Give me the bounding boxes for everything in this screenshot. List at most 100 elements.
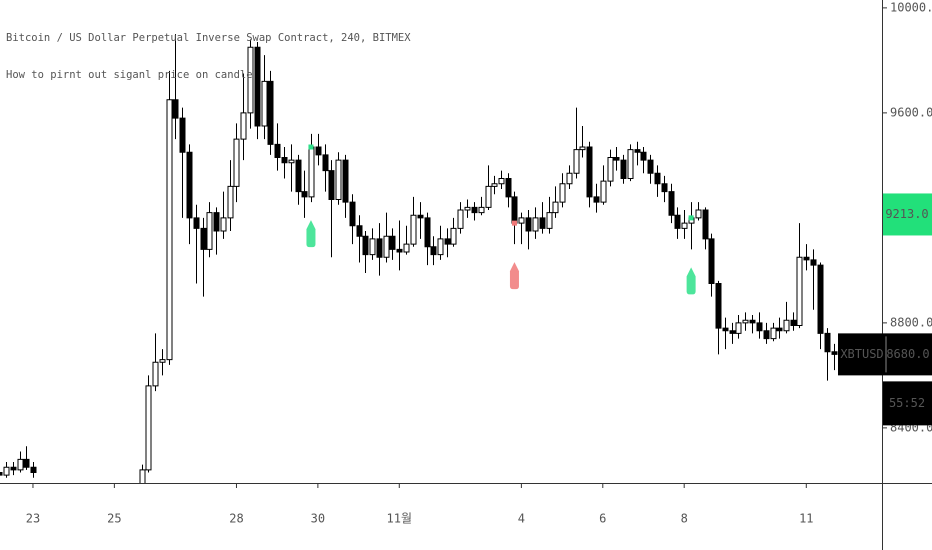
- candle-body: [30, 466, 37, 473]
- candle-body: [803, 256, 810, 261]
- candle-body: [342, 159, 349, 203]
- candle-body: [539, 217, 546, 229]
- candle-body: [518, 217, 525, 224]
- candle-body: [308, 146, 315, 198]
- candle-body: [783, 319, 790, 332]
- candle-body: [654, 172, 661, 185]
- candle-body: [735, 322, 742, 334]
- candle-body: [485, 185, 492, 208]
- x-tick-label: 11월: [387, 512, 413, 526]
- candle-body: [450, 227, 457, 245]
- candle-body: [0, 472, 3, 476]
- candle-body: [532, 217, 539, 232]
- signal-price-dot: [308, 144, 314, 150]
- last-price-label: 8680.0: [886, 347, 929, 361]
- candle-body: [389, 235, 396, 250]
- candle-body: [295, 159, 302, 193]
- candle-body: [281, 157, 288, 164]
- x-tick-label: 11: [799, 512, 813, 526]
- candle-body: [186, 151, 193, 219]
- candle-body: [159, 359, 166, 363]
- candle-body: [776, 327, 783, 332]
- candle-body: [213, 212, 220, 232]
- candle-body: [796, 256, 803, 326]
- candle-body: [831, 351, 838, 355]
- candle-body: [145, 385, 152, 471]
- candle-body: [233, 138, 240, 187]
- candle-body: [722, 327, 729, 332]
- candle-body: [227, 185, 234, 219]
- candle-body: [430, 246, 437, 256]
- chart-subtitle: How to pirnt out siganl price on candle: [6, 69, 253, 81]
- candle-body: [763, 330, 770, 340]
- candle-body: [322, 154, 329, 172]
- candle-body: [511, 196, 518, 224]
- candle-body: [274, 143, 281, 158]
- candle-body: [200, 227, 207, 250]
- candle-body: [770, 327, 777, 340]
- countdown-box: [883, 381, 932, 426]
- candle-body: [315, 146, 322, 156]
- signal-price-dot: [688, 215, 694, 221]
- candle-body: [593, 196, 600, 203]
- candle-body: [498, 178, 505, 185]
- candle-body: [586, 146, 593, 198]
- candle-body: [824, 332, 831, 353]
- candle-body: [417, 214, 424, 219]
- signal-arrow: [306, 220, 316, 248]
- candle-body: [681, 222, 688, 229]
- x-tick-label: 6: [599, 512, 606, 526]
- candle-body: [695, 209, 702, 219]
- candle-body: [749, 319, 756, 324]
- candle-body: [817, 264, 824, 334]
- candle-body: [634, 149, 641, 153]
- candle-body: [301, 191, 308, 198]
- candle-body: [457, 209, 464, 229]
- candle-body: [702, 209, 709, 240]
- candle-body: [403, 243, 410, 253]
- candle-body: [3, 466, 10, 476]
- signal-arrow: [686, 267, 696, 295]
- candle-body: [613, 157, 620, 161]
- candle-body: [376, 238, 383, 258]
- candle-body: [715, 283, 722, 329]
- candle-body: [383, 235, 390, 258]
- x-tick-label: 25: [107, 512, 121, 526]
- candle-body: [328, 170, 335, 200]
- candle-body: [573, 149, 580, 174]
- candle-body: [790, 319, 797, 326]
- chart-title: Bitcoin / US Dollar Perpetual Inverse Sw…: [6, 32, 411, 44]
- candle-body: [600, 180, 607, 203]
- candle-body: [193, 217, 200, 229]
- countdown-label: 55:52: [889, 396, 925, 410]
- candle-body: [444, 238, 451, 245]
- x-tick-label: 30: [311, 512, 325, 526]
- symbol-label: XBTUSD: [840, 347, 883, 361]
- candle-body: [437, 238, 444, 256]
- candle-body: [247, 46, 254, 114]
- candle-body: [288, 159, 295, 164]
- candle-body: [627, 149, 634, 179]
- candle-body: [10, 466, 17, 471]
- candle-body: [708, 238, 715, 284]
- indicator-value-label: 9213.0: [885, 207, 928, 221]
- candle-body: [410, 214, 417, 245]
- candle-body: [552, 201, 559, 214]
- plot-area: [0, 34, 838, 483]
- signal-arrow: [509, 262, 519, 290]
- candle-body: [607, 157, 614, 182]
- candle-body: [23, 458, 30, 468]
- x-tick-label: 8: [681, 512, 688, 526]
- candle-body: [356, 225, 363, 237]
- signal-price-dot: [511, 220, 517, 226]
- candle-body: [254, 46, 261, 127]
- candle-body: [478, 206, 485, 214]
- candle-body: [362, 235, 369, 256]
- candle-body: [139, 469, 146, 483]
- candle-body: [620, 159, 627, 179]
- candle-body: [729, 330, 736, 334]
- candle-body: [172, 99, 179, 119]
